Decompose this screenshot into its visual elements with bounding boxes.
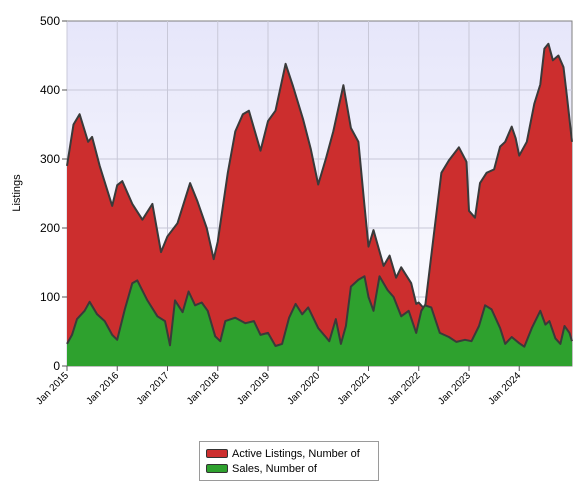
area-active-listings (67, 43, 572, 367)
legend-swatch-sales (206, 464, 228, 473)
x-tick-label: Jan 2024 (486, 370, 523, 407)
y-tick-label: 300 (40, 152, 60, 166)
x-tick-label: Jan 2017 (135, 370, 172, 407)
legend: Active Listings, Number of Sales, Number… (199, 441, 379, 481)
x-axis: Jan 2015 Jan 2016 Jan 2017 Jan 2018 Jan 2019… (34, 366, 524, 407)
x-tick-label: Jan 2015 (34, 370, 71, 407)
x-tick-label: Jan 2016 (84, 370, 121, 407)
y-tick-label: 500 (40, 14, 60, 28)
y-tick-label: 200 (40, 221, 60, 235)
legend-label-active-listings: Active Listings, Number of (232, 447, 360, 460)
series-layer (66, 42, 573, 367)
y-tick-label: 100 (40, 290, 60, 304)
x-tick-label: Jan 2018 (185, 370, 222, 407)
x-tick-label: Jan 2019 (235, 370, 272, 407)
line-sales (66, 275, 573, 348)
area-sales (67, 276, 572, 366)
legend-item-sales: Sales, Number of (206, 461, 372, 476)
legend-swatch-active-listings (206, 449, 228, 458)
x-tick-label: Jan 2022 (386, 370, 423, 407)
y-tick-label: 400 (40, 83, 60, 97)
x-tick-label: Jan 2021 (336, 370, 373, 407)
line-active-listings (66, 42, 573, 311)
x-tick-label: Jan 2023 (436, 370, 473, 407)
y-axis: 0 100 200 300 400 500 (40, 14, 67, 373)
y-tick-label: 0 (53, 359, 60, 373)
x-tick-label: Jan 2020 (285, 370, 322, 407)
y-axis-title: Listings (11, 174, 23, 212)
legend-label-sales: Sales, Number of (232, 462, 317, 475)
legend-item-active-listings: Active Listings, Number of (206, 446, 372, 461)
